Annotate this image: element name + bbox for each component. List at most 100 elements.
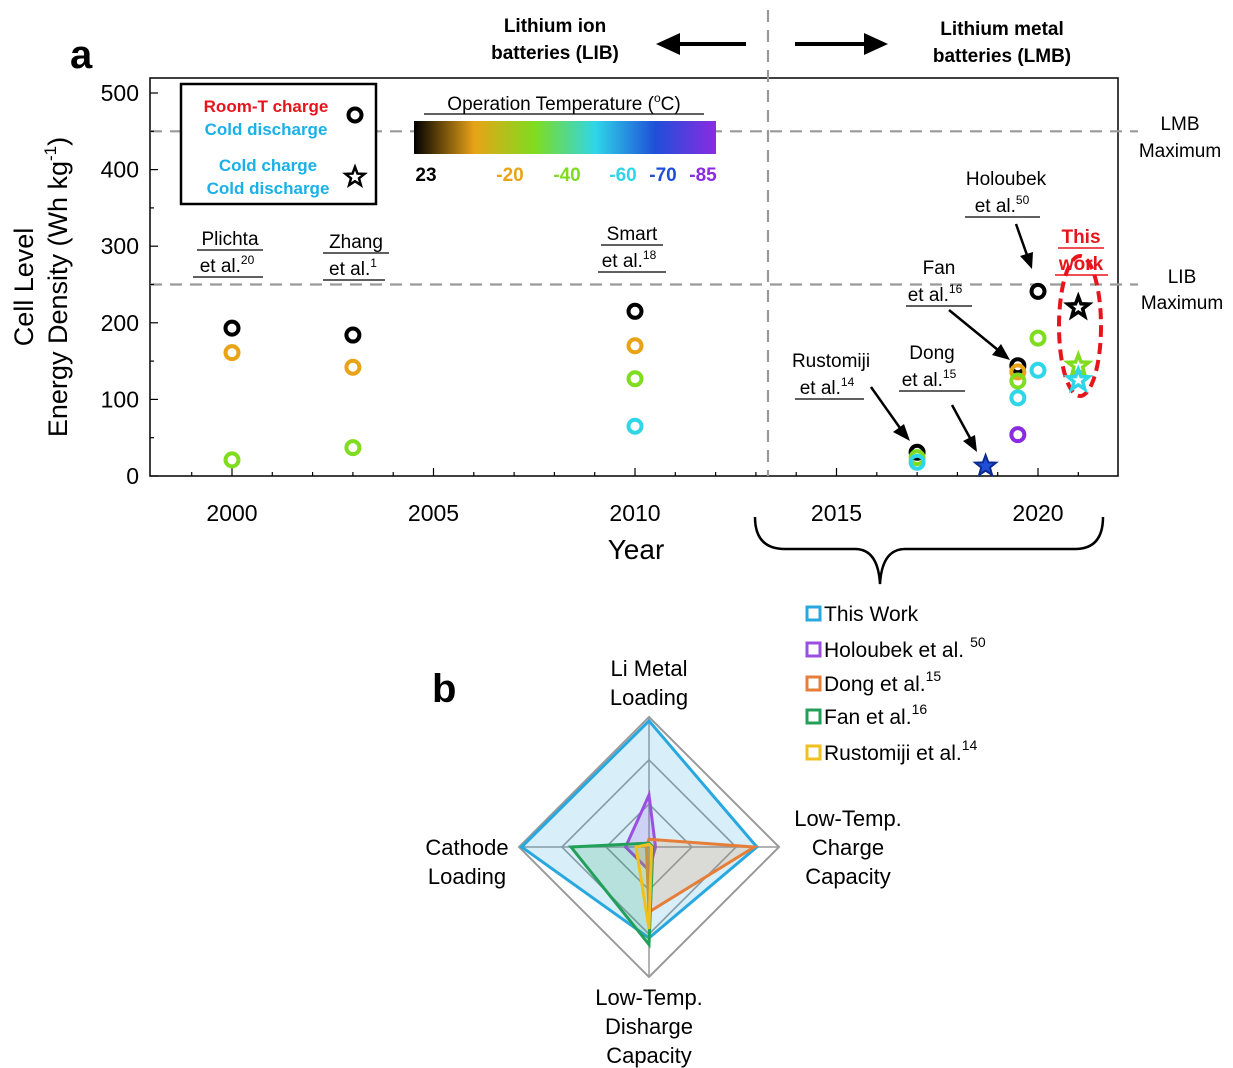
- radar-axis-label: Low-Temp.: [794, 806, 902, 831]
- annotation-rustomiji-line1: Rustomiji: [792, 351, 870, 372]
- radar-axis-label: Disharge: [605, 1014, 693, 1039]
- y-tick-label: 0: [126, 463, 139, 489]
- y-tick-label: 500: [101, 80, 139, 106]
- data-point-circle: [1009, 363, 1027, 381]
- panel-b-label: b: [432, 667, 456, 711]
- annotation-arrows: [869, 223, 1033, 452]
- data-point-star: [1063, 291, 1094, 321]
- radar-legend-label: Rustomiji et al.14: [824, 737, 978, 765]
- annotation-dong-etal: et al.: [902, 370, 943, 391]
- plot-area-frame: [149, 77, 1119, 477]
- annotation-smart-line1: Smart: [607, 224, 658, 245]
- lib-header-line2: batteries (LIB): [491, 43, 619, 64]
- lmb-header-line1: Lithium metal: [940, 19, 1064, 40]
- radar-legend-swatch: [805, 641, 822, 658]
- annotation-dong-ref: 15: [943, 367, 957, 381]
- data-point-circle: [1009, 372, 1027, 390]
- legend-cold-charge: Cold charge: [219, 156, 317, 175]
- marker-legend-box: [179, 82, 378, 206]
- x-axis: 2000 2005 2010 2015 2020: [191, 468, 1079, 526]
- data-point-circle: [626, 370, 644, 388]
- ring-marker-icon: [346, 106, 364, 124]
- annotation-zhang-etal: et al.: [329, 259, 370, 280]
- radar-series-polygon: [644, 837, 760, 915]
- rustomiji-arrow-head: [893, 424, 910, 441]
- data-point-circle: [1029, 361, 1047, 379]
- annotation-smart-etal: et al.: [602, 251, 643, 272]
- annotation-zhang: Zhang et al.1: [323, 232, 389, 281]
- data-point-circle: [223, 319, 241, 337]
- radar-legend-name: This Work: [824, 603, 919, 626]
- y-axis-label: Cell Level Energy Density (Wh kg-1): [9, 137, 73, 437]
- y-tick-label: 400: [101, 157, 139, 183]
- lmb-header: Lithium metal batteries (LMB): [933, 19, 1071, 67]
- radar-axis-label: Capacity: [805, 864, 891, 889]
- data-point-circle: [908, 453, 926, 471]
- data-point-circle: [1009, 357, 1027, 375]
- left-arrow-head: [656, 33, 680, 55]
- data-point-circle: [344, 326, 362, 344]
- data-point-circle: [626, 302, 644, 320]
- y-tick-label: 300: [101, 233, 139, 259]
- annotation-holoubek-ref: 50: [1016, 193, 1030, 207]
- data-point-circle: [1029, 329, 1047, 347]
- marker-legend: Room-T charge Cold discharge Cold charge…: [179, 82, 378, 206]
- radar-legend-swatch: [805, 605, 822, 622]
- annotation-fan-line2: et al.16: [908, 282, 963, 306]
- radar-legend-swatch: [805, 675, 822, 692]
- radar-legend: This Work Holoubek et al. 50 Dong et al.15 F…: [805, 603, 986, 765]
- this-work-highlight-ellipse: [1057, 254, 1103, 398]
- annotation-this-work-line1: This: [1061, 227, 1100, 248]
- data-point-star: [1063, 364, 1094, 394]
- data-point-circle: [344, 439, 362, 457]
- annotation-plichta-line2: et al.20: [200, 253, 255, 277]
- radar-legend-swatch: [805, 708, 822, 725]
- annotation-dong-line2: et al.15: [902, 367, 957, 391]
- radar-axis-label: Li Metal: [610, 656, 687, 681]
- colorbar-gradient: [414, 121, 716, 154]
- x-tick-label: 2010: [609, 500, 660, 526]
- annotation-this-work: This work: [1055, 227, 1108, 276]
- annotation-rustomiji-ref: 14: [841, 375, 855, 389]
- radar-axis-label: Capacity: [606, 1043, 692, 1068]
- lmb-max-label-1: LMB: [1160, 114, 1199, 135]
- colorbar-title-main: Operation Temperature (: [447, 94, 654, 115]
- y-axis-label-line1: Cell Level: [9, 228, 39, 347]
- lib-header: Lithium ion batteries (LIB): [491, 16, 619, 64]
- x-tick-label: 2020: [1012, 500, 1063, 526]
- data-point-circle: [1009, 389, 1027, 407]
- colorbar-title-sup: o: [654, 91, 661, 105]
- y-tick-label: 100: [101, 386, 139, 412]
- annotation-rustomiji-etal: et al.: [800, 378, 841, 399]
- lmb-header-line2: batteries (LMB): [933, 46, 1071, 67]
- annotation-fan-ref: 16: [949, 282, 963, 296]
- data-point-circle: [223, 344, 241, 362]
- annotation-dong-line1: Dong: [909, 343, 954, 364]
- data-point-circle: [626, 417, 644, 435]
- colorbar-tick-label: 23: [415, 165, 436, 186]
- radar-legend-name: Rustomiji et al.: [824, 742, 962, 765]
- panel-a-label: a: [70, 33, 93, 77]
- dong-arrow-head: [963, 435, 977, 452]
- radar-legend-ref: 50: [970, 634, 986, 650]
- colorbar-title: Operation Temperature (oC): [447, 91, 680, 115]
- holoubek-arrow-head: [1020, 252, 1033, 269]
- data-point-circle: [1029, 282, 1047, 300]
- dong-arrow-shaft: [950, 404, 972, 439]
- x-axis-label: Year: [608, 534, 665, 565]
- data-point-circle: [344, 358, 362, 376]
- radar-legend-swatch: [805, 744, 822, 761]
- radar-legend-name: Fan et al.: [824, 706, 912, 729]
- radar-axis-label: Loading: [428, 864, 506, 889]
- radar-chart: Li Metal Loading Low-Temp. Charge Capacity Lo…: [425, 656, 901, 1068]
- legend-cold-discharge-2: Cold discharge: [207, 179, 330, 198]
- fan-arrow-head: [992, 344, 1010, 360]
- lib-header-line1: Lithium ion: [504, 16, 606, 37]
- annotation-smart-line2: et al.18: [602, 248, 657, 272]
- radar-legend-label: This Work: [824, 603, 919, 626]
- colorbar-ticks: 23 -20 -40 -60 -70 -85: [415, 165, 717, 186]
- holoubek-arrow-shaft: [1014, 223, 1029, 256]
- annotation-dong: Dong et al.15: [899, 343, 965, 392]
- direction-arrows: [656, 33, 888, 55]
